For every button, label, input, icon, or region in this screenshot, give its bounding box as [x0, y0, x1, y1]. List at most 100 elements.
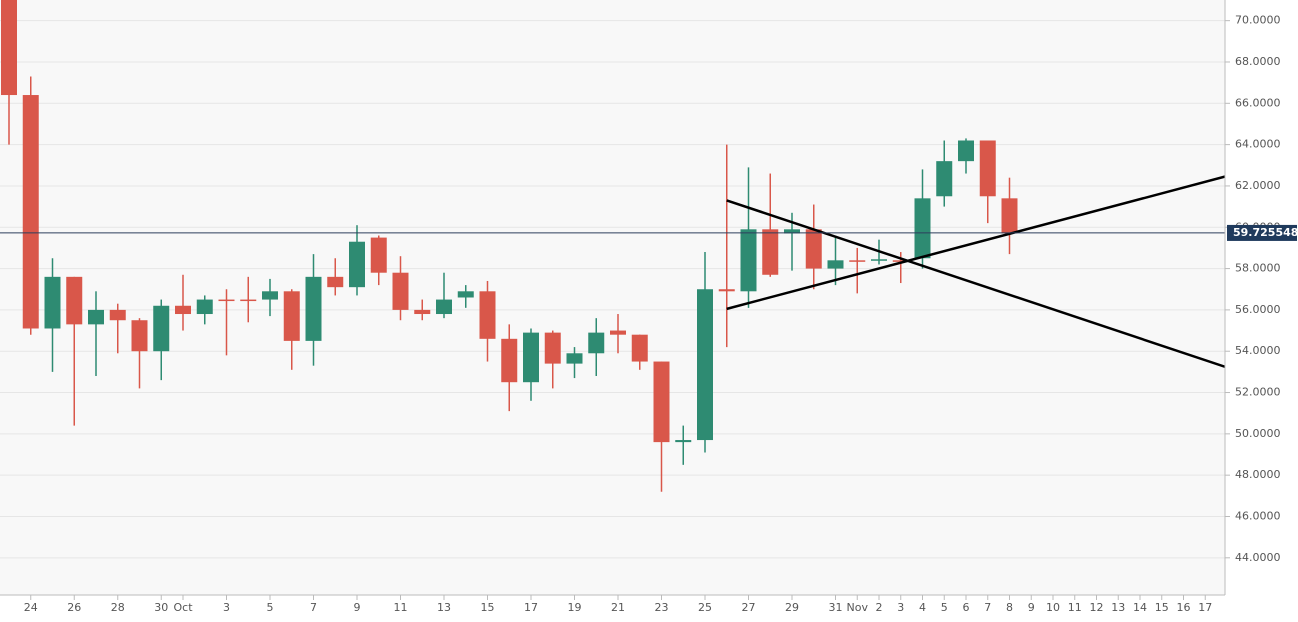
candle-body: [283, 291, 300, 341]
x-tick-label: 24: [24, 601, 38, 614]
y-tick-label: 50.0000: [1235, 427, 1281, 440]
x-tick-label: 9: [1028, 601, 1035, 614]
trend-line: [726, 199, 1225, 368]
x-tick-label: 15: [481, 601, 495, 614]
candle-body: [892, 260, 909, 262]
candle-body: [979, 140, 996, 197]
candle-body: [131, 320, 148, 352]
candle-body: [218, 299, 235, 302]
x-tick-label: 14: [1133, 601, 1147, 614]
x-tick-label: 29: [785, 601, 799, 614]
x-tick-label: 27: [742, 601, 756, 614]
y-tick-label: 56.0000: [1235, 303, 1281, 316]
x-tick-label: 4: [919, 601, 926, 614]
candle-body: [588, 332, 605, 354]
x-tick-label: Nov: [847, 601, 869, 614]
candle-body: [631, 334, 648, 362]
x-tick-label: 8: [1006, 601, 1013, 614]
x-tick-label: 11: [1068, 601, 1082, 614]
candle-body: [479, 291, 496, 339]
last-price-label: 59.725548: [1233, 226, 1298, 239]
x-tick-label: 13: [1111, 601, 1125, 614]
candle-body: [718, 289, 735, 292]
candle-body: [675, 440, 692, 443]
x-tick-label: 12: [1090, 601, 1104, 614]
x-tick-label: 10: [1046, 601, 1060, 614]
candle-body: [370, 237, 387, 273]
y-tick-label: 64.0000: [1235, 138, 1281, 151]
candle-body: [349, 241, 365, 288]
y-tick-label: 44.0000: [1235, 551, 1281, 564]
candle-body: [827, 260, 844, 269]
x-tick-label: 9: [354, 601, 361, 614]
candle-body: [88, 309, 104, 325]
candle-body: [936, 161, 953, 197]
x-tick-label: 5: [941, 601, 948, 614]
candle-body: [436, 299, 452, 315]
y-tick-label: 70.0000: [1235, 14, 1281, 27]
y-tick-label: 62.0000: [1235, 179, 1281, 192]
candle-body: [610, 330, 626, 335]
y-tick-label: 46.0000: [1235, 509, 1281, 522]
candle-body: [44, 276, 61, 329]
marks: [0, 0, 1225, 492]
candle-body: [305, 276, 322, 341]
x-tick-label: 19: [568, 601, 582, 614]
candle-body: [66, 276, 83, 325]
last-price-box: [1227, 224, 1297, 241]
x-tick-label: 16: [1177, 601, 1191, 614]
candle-body: [653, 361, 670, 443]
x-tick-label: 30: [154, 601, 168, 614]
y-tick-label: 52.0000: [1235, 386, 1281, 399]
x-tick-label: 13: [437, 601, 451, 614]
x-tick-label: 17: [1198, 601, 1212, 614]
trend-line: [726, 175, 1225, 311]
x-tick-label: 25: [698, 601, 712, 614]
y-tick-label: 54.0000: [1235, 344, 1281, 357]
x-tick-label: 3: [897, 601, 904, 614]
x-tick-label: 6: [963, 601, 970, 614]
candle-body: [697, 289, 713, 441]
candle-body: [958, 140, 974, 162]
x-tick-label: 7: [310, 601, 317, 614]
candle-body: [414, 309, 431, 315]
axes: 44.0000 46.0000 48.0000 50.0000 52.0000 54.00…: [24, 14, 1298, 614]
x-tick-label: 15: [1155, 601, 1169, 614]
x-tick-label: 7: [984, 601, 991, 614]
y-tick-label: 68.0000: [1235, 55, 1281, 68]
candle-body: [153, 305, 170, 352]
x-tick-label: 2: [876, 601, 883, 614]
x-tick-label: 26: [67, 601, 81, 614]
x-tick-label: 23: [655, 601, 669, 614]
candle-body: [109, 309, 126, 321]
x-tick-label: 31: [829, 601, 843, 614]
candle-body: [762, 229, 779, 275]
candle-body: [849, 260, 866, 262]
candle-body: [327, 276, 344, 288]
candle-body: [805, 229, 822, 269]
candle-body: [1, 0, 17, 96]
candle-body: [501, 338, 518, 383]
candle-body: [1001, 198, 1018, 234]
y-tick-label: 48.0000: [1235, 468, 1281, 481]
x-tick-label: 11: [394, 601, 408, 614]
candle-body: [22, 95, 39, 329]
x-tick-label: 3: [223, 601, 230, 614]
candle-body: [240, 299, 257, 302]
candle-body: [262, 291, 278, 300]
x-tick-label: 21: [611, 601, 625, 614]
x-tick-label: 5: [267, 601, 274, 614]
grid: [0, 20, 1225, 559]
candle-body: [523, 332, 539, 383]
y-tick-label: 66.0000: [1235, 96, 1281, 109]
candle-body: [740, 229, 757, 292]
candle-body: [175, 305, 191, 315]
x-tick-label: 28: [111, 601, 125, 614]
x-tick-label: Oct: [173, 601, 193, 614]
candle-body: [196, 299, 213, 315]
y-tick-label: 58.0000: [1235, 262, 1281, 275]
candle-body: [392, 272, 409, 310]
x-tick-label: 17: [524, 601, 538, 614]
